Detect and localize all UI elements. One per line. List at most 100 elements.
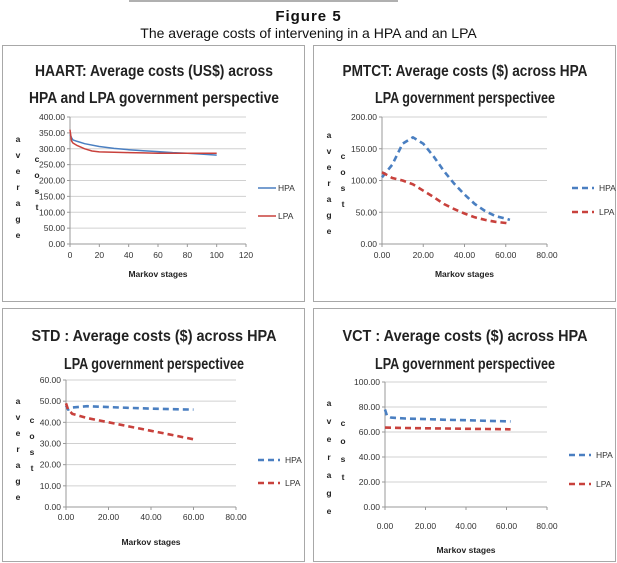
y-axis-label-letter: s bbox=[341, 454, 346, 464]
y-axis-label-letter: e bbox=[327, 226, 332, 236]
y-axis-label-letter: g bbox=[326, 210, 331, 220]
y-axis-label-letter: t bbox=[36, 202, 39, 212]
chart-pmtct: PMTCT: Average costs ($) across HPA LPA g… bbox=[326, 63, 616, 279]
x-tick-label: 80.00 bbox=[225, 512, 247, 522]
y-axis-label-letter: o bbox=[340, 436, 345, 446]
series-line-hpa bbox=[380, 136, 511, 222]
y-axis-label-letter: a bbox=[16, 134, 21, 144]
y-axis-label-letter: r bbox=[16, 182, 20, 192]
chart-title: VCT : Average costs ($) across HPA bbox=[343, 328, 588, 345]
y-tick-label: 150.00 bbox=[351, 144, 377, 154]
y-axis-label-letter: t bbox=[342, 199, 345, 209]
legend-label-hpa: HPA bbox=[599, 183, 616, 193]
y-tick-label: 150.00 bbox=[39, 191, 65, 201]
x-tick-label: 40.00 bbox=[140, 512, 162, 522]
y-tick-label: 200.00 bbox=[351, 112, 377, 122]
y-axis-label-letter: a bbox=[327, 194, 332, 204]
figure-title: Figure 5 bbox=[275, 8, 342, 25]
x-tick-label: 60.00 bbox=[183, 512, 205, 522]
y-axis-label-letter: e bbox=[16, 230, 21, 240]
chart-std: STD : Average costs ($) across HPA LPA g o… bbox=[15, 328, 302, 547]
series-line-lpa bbox=[381, 171, 511, 225]
y-axis-label-letter: v bbox=[327, 146, 332, 156]
y-tick-label: 50.00 bbox=[356, 207, 378, 217]
y-axis-label-letter: c bbox=[30, 415, 35, 425]
x-tick-label: 20 bbox=[95, 250, 105, 260]
legend-label-lpa: LPA bbox=[285, 478, 301, 488]
y-axis-label-letter: v bbox=[327, 416, 332, 426]
y-axis-label-letter: t bbox=[342, 472, 345, 482]
y-axis-label-letter: c bbox=[341, 151, 346, 161]
y-axis-label-letter: c bbox=[35, 154, 40, 164]
series-line-hpa bbox=[69, 134, 217, 156]
y-tick-label: 400.00 bbox=[39, 112, 65, 122]
y-tick-label: 0.00 bbox=[360, 239, 377, 249]
x-tick-label: 80.00 bbox=[536, 250, 558, 260]
legend-label-hpa: HPA bbox=[596, 450, 613, 460]
y-axis-label-letter: o bbox=[340, 167, 345, 177]
figure-subtitle: The average costs of intervening in a HP… bbox=[140, 25, 477, 41]
y-axis-label-letter: a bbox=[327, 398, 332, 408]
legend-label-lpa: LPA bbox=[278, 211, 294, 221]
y-axis-label-letter: e bbox=[16, 428, 21, 438]
chart-haart: HAART: Average costs (US$) across HPA and… bbox=[15, 63, 295, 279]
y-tick-label: 100.00 bbox=[354, 377, 380, 387]
y-axis-label-letter: e bbox=[327, 162, 332, 172]
y-tick-label: 50.00 bbox=[44, 223, 66, 233]
y-axis-label-letter: a bbox=[16, 198, 21, 208]
chart-title: HAART: Average costs (US$) across bbox=[35, 63, 273, 80]
chart-title: LPA government perspectivee bbox=[375, 356, 555, 373]
x-tick-label: 60.00 bbox=[496, 521, 518, 531]
y-axis-label-letter: a bbox=[327, 470, 332, 480]
legend-label-hpa: HPA bbox=[278, 183, 295, 193]
x-tick-label: 40.00 bbox=[454, 250, 476, 260]
y-tick-label: 20.00 bbox=[40, 460, 62, 470]
x-tick-label: 120 bbox=[239, 250, 253, 260]
chart-panel-std: STD : Average costs ($) across HPA LPA g o… bbox=[2, 308, 305, 562]
x-tick-label: 0 bbox=[68, 250, 73, 260]
x-tick-label: 20.00 bbox=[98, 512, 120, 522]
y-tick-label: 40.00 bbox=[40, 417, 62, 427]
y-axis-label-letter: v bbox=[16, 150, 21, 160]
x-axis-label: Markov stages bbox=[435, 269, 494, 279]
chart-title: HPA and LPA government perspective bbox=[29, 90, 279, 107]
series-line-hpa bbox=[383, 409, 511, 423]
x-tick-label: 60.00 bbox=[495, 250, 517, 260]
x-tick-label: 0.00 bbox=[377, 521, 394, 531]
y-tick-label: 300.00 bbox=[39, 144, 65, 154]
y-axis-label-letter: a bbox=[327, 130, 332, 140]
legend-label-lpa: LPA bbox=[599, 207, 615, 217]
x-tick-label: 20.00 bbox=[413, 250, 435, 260]
y-axis-label-letter: e bbox=[327, 506, 332, 516]
y-axis-label-letter: o bbox=[29, 431, 34, 441]
y-axis-label-letter: g bbox=[15, 214, 20, 224]
x-tick-label: 40 bbox=[124, 250, 134, 260]
y-axis-label-letter: c bbox=[341, 418, 346, 428]
series-line-hpa bbox=[64, 404, 194, 411]
y-axis-label-letter: g bbox=[15, 476, 20, 486]
y-tick-label: 100.00 bbox=[39, 207, 65, 217]
y-axis-label-letter: s bbox=[341, 183, 346, 193]
y-tick-label: 10.00 bbox=[40, 481, 62, 491]
chart-panel-pmtct: PMTCT: Average costs ($) across HPA LPA g… bbox=[313, 45, 616, 302]
x-axis-label: Markov stages bbox=[436, 545, 495, 555]
chart-panel-haart: HAART: Average costs (US$) across HPA and… bbox=[2, 45, 305, 302]
y-tick-label: 80.00 bbox=[359, 402, 381, 412]
y-tick-label: 40.00 bbox=[359, 452, 381, 462]
y-tick-label: 100.00 bbox=[351, 176, 377, 186]
chart-title: PMTCT: Average costs ($) across HPA bbox=[343, 63, 588, 80]
y-tick-label: 350.00 bbox=[39, 128, 65, 138]
y-axis-label-letter: o bbox=[34, 170, 39, 180]
y-axis-label-letter: s bbox=[35, 186, 40, 196]
y-axis-label-letter: g bbox=[326, 488, 331, 498]
y-axis-label-letter: r bbox=[327, 452, 331, 462]
legend-label-hpa: HPA bbox=[285, 455, 302, 465]
chart-title: STD : Average costs ($) across HPA bbox=[32, 328, 277, 345]
x-tick-label: 100 bbox=[210, 250, 224, 260]
chart-panel-vct: VCT : Average costs ($) across HPA LPA go… bbox=[313, 308, 616, 562]
x-tick-label: 80 bbox=[183, 250, 193, 260]
x-axis-label: Markov stages bbox=[128, 269, 187, 279]
y-tick-label: 50.00 bbox=[40, 396, 62, 406]
top-separator bbox=[129, 0, 398, 2]
y-axis-label-letter: a bbox=[16, 396, 21, 406]
